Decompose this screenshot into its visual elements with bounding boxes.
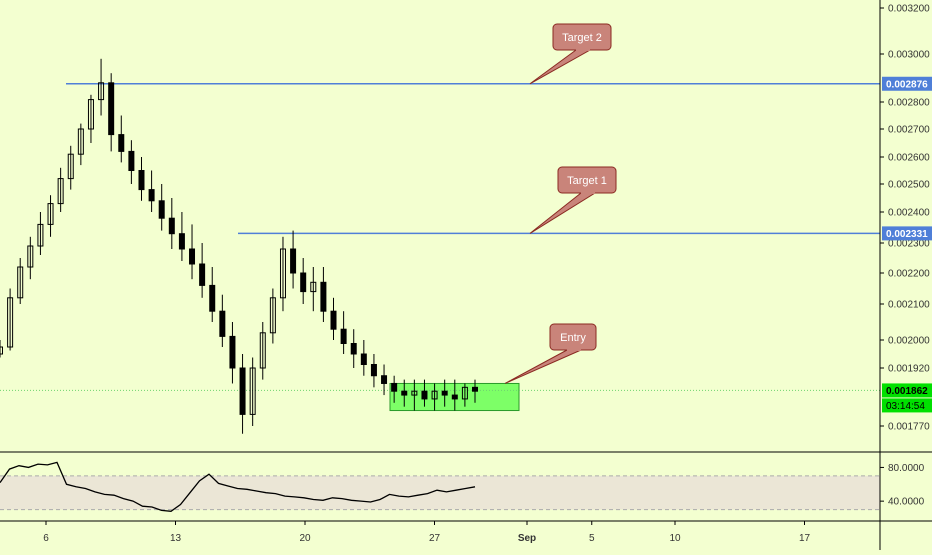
rsi-tick-label: 80.0000 [888,463,925,474]
candle-body [421,390,428,400]
countdown-badge: 03:14:54 [886,401,925,412]
time-tick-label: 5 [589,533,595,544]
rsi-line [0,461,476,512]
candle-body [360,353,367,365]
annotation-callouts[interactable]: Target 2 Target 1 Entry [504,23,617,384]
candle-body [340,328,347,345]
time-tick-label: 6 [43,533,49,544]
entry-callout-join [567,348,581,351]
candle-body [391,382,398,392]
candle-body [431,390,438,400]
candle-body [158,200,165,219]
rsi-band [0,475,880,510]
candle-body [0,346,3,355]
candle-body [57,178,64,205]
candle-body [310,281,317,293]
price-tick-label: 0.002800 [888,98,930,109]
target1-callout[interactable]: Target 1 [529,166,617,234]
price-tick-label: 0.002000 [888,336,930,347]
price-tick-label: 0.002700 [888,125,930,136]
candle-body [330,310,337,330]
time-tick-label: Sep [518,533,536,544]
price-tick-label: 0.002500 [888,180,930,191]
candle-body [108,82,115,136]
candle-body [381,375,388,384]
candle-body [441,390,448,396]
current-price-badge: 0.001862 [886,386,928,397]
candle-body [37,223,44,247]
time-tick-label: 17 [799,533,811,544]
target2-price-badge-bg [882,76,932,91]
candle-body [209,284,216,312]
candle-body [189,248,196,265]
candle-body [350,343,357,355]
price-tick-label: 0.002300 [888,239,930,250]
candle-body [199,263,206,286]
current-price-badge-bg [882,383,932,398]
candle-body [148,189,155,202]
target2-callout-join [576,48,590,51]
candle-body [178,233,185,250]
candle-body [290,248,297,274]
candle-body [98,82,105,101]
candle-body [249,367,256,415]
price-tick-label: 0.002100 [888,300,930,311]
target2-callout[interactable]: Target 2 [529,23,612,85]
target1-callout-label: Target 1 [567,175,607,187]
countdown-badge-bg [882,398,932,413]
price-tick-label: 0.002600 [888,153,930,164]
price-tick-label: 0.001920 [888,364,930,375]
time-tick-label: 27 [429,533,441,544]
candle-body [77,128,84,155]
price-tick-label: 0.002200 [888,269,930,280]
rsi-indicator [0,461,476,512]
candle-body [168,217,175,235]
target1-price-badge-bg [882,226,932,241]
candle-body [138,170,145,191]
time-tick-label: 20 [299,533,311,544]
entry-callout-label: Entry [560,332,586,344]
candle-body [17,266,24,299]
target1-callout-join [581,191,595,194]
candle-body [451,394,458,400]
candle-body [87,99,94,130]
candle-body [411,390,418,396]
candle-body [219,310,226,337]
candle-body [259,332,266,369]
candle-body [229,335,236,369]
candle-body [472,386,478,392]
time-tick-label: 13 [170,533,182,544]
target2-callout-label: Target 2 [562,32,602,44]
rsi-tick-label: 40.0000 [888,497,925,508]
target2-price-badge: 0.002876 [886,79,928,90]
candle-body [7,297,14,348]
candlestick-series [0,58,478,434]
entry-callout[interactable]: Entry [504,323,597,384]
candle-body [279,248,286,299]
target1-price-badge: 0.002331 [886,229,928,240]
candle-body [128,150,135,171]
candle-body [118,134,125,152]
price-tick-label: 0.003000 [888,50,930,61]
candle-body [300,272,307,293]
candle-body [461,386,468,400]
candle-body [47,203,54,225]
candle-body [67,153,74,180]
price-tick-label: 0.002400 [888,208,930,219]
candle-body [401,390,408,396]
candle-body [239,367,246,415]
candle-body [370,364,377,377]
candle-body [320,281,327,312]
price-tick-label: 0.001770 [888,422,930,433]
time-tick-label: 10 [669,533,681,544]
candle-body [27,245,34,268]
rsi-band-layer [0,475,880,511]
candle-body [269,297,276,334]
price-tick-label: 0.003200 [888,4,930,15]
